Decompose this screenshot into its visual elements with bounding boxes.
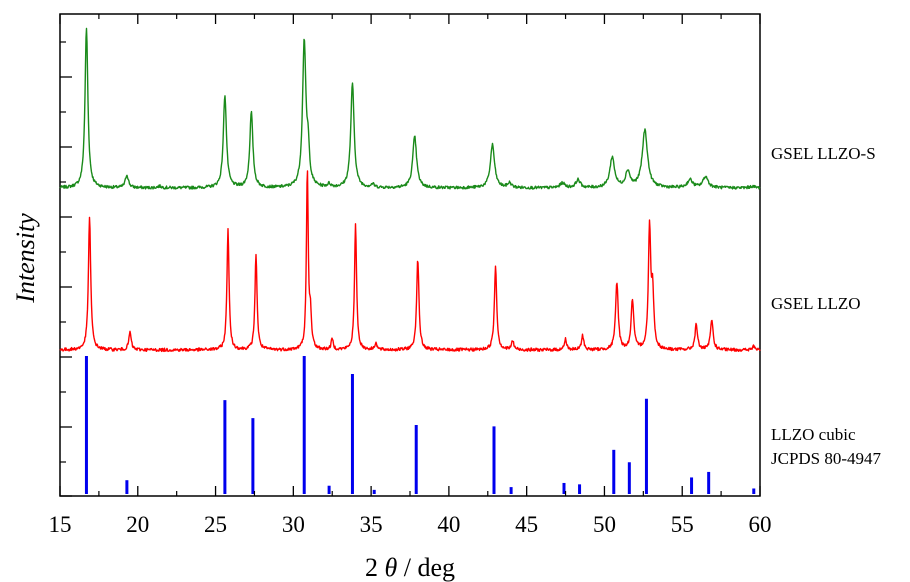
series-label: GSEL LLZO — [771, 294, 861, 313]
x-tick-label: 30 — [282, 512, 305, 537]
x-tick-label: 60 — [749, 512, 772, 537]
series-1-trace — [59, 27, 761, 190]
x-tick-label: 50 — [593, 512, 616, 537]
axis-layer: 15 20 25 30 35 40 45 50 55 60 — [49, 14, 772, 537]
x-tick-label: 15 — [49, 512, 72, 537]
x-tick-label: 40 — [437, 512, 460, 537]
series-layer — [59, 27, 761, 494]
series-label: LLZO cubic — [771, 425, 856, 444]
x-tick-label: 45 — [515, 512, 538, 537]
plot-frame — [59, 13, 761, 497]
series-3 — [84, 356, 756, 494]
series-label-layer: GSEL LLZO-S GSEL LLZO LLZO cubic JCPDS 80-4… — [771, 144, 882, 468]
x-tick-label: 25 — [204, 512, 227, 537]
series-label: JCPDS 80-4947 — [771, 449, 882, 468]
series-2 — [59, 170, 761, 353]
x-axis-title-suffix: / deg — [397, 553, 455, 582]
x-tick-label: 20 — [126, 512, 149, 537]
x-axis-title: 2 θ / deg — [365, 553, 455, 582]
x-axis-title-symbol: θ — [384, 553, 397, 582]
x-axis-title-prefix: 2 — [365, 553, 385, 582]
series-1 — [59, 27, 761, 190]
x-tick-label: 35 — [360, 512, 383, 537]
plot-area — [59, 13, 761, 497]
series-2-trace — [59, 170, 761, 353]
x-tick-label: 55 — [671, 512, 694, 537]
y-axis-title: Intensity — [11, 213, 40, 304]
series-label: GSEL LLZO-S — [771, 144, 876, 163]
